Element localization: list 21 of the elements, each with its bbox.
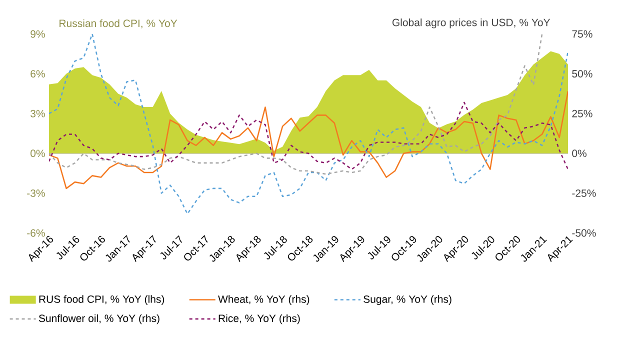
y2-axis-title: Global agro prices in USD, % YoY bbox=[392, 18, 550, 28]
y-tick-label: 6% bbox=[30, 70, 45, 78]
y-axis-title: Russian food CPI, % YoY bbox=[60, 19, 178, 28]
y2-tick-label: 25% bbox=[572, 110, 592, 118]
legend-label: Sunflower oil, % YoY (rhs) bbox=[38, 314, 160, 324]
y2-tick-label: 75% bbox=[572, 30, 592, 38]
y2-tick-label: -25% bbox=[572, 189, 596, 197]
y2-tick-label: 50% bbox=[572, 70, 592, 78]
y-tick-label: -6% bbox=[27, 229, 45, 237]
y2-tick-label: -50% bbox=[572, 229, 596, 237]
legend-label: Sugar, % YoY (rhs) bbox=[364, 295, 452, 305]
legend-label: RUS food CPI, % YoY (lhs) bbox=[39, 295, 164, 305]
line-series bbox=[49, 90, 568, 190]
line-series bbox=[49, 34, 568, 215]
y-tick-label: 9% bbox=[30, 30, 45, 38]
legend-label: Rice, % YoY (rhs) bbox=[218, 314, 300, 324]
y-tick-label: -3% bbox=[27, 189, 45, 197]
y-tick-label: 0% bbox=[30, 150, 45, 158]
y-tick-label: 3% bbox=[30, 110, 45, 118]
y2-tick-label: 0% bbox=[572, 150, 587, 158]
legend-label: Wheat, % YoY (rhs) bbox=[218, 295, 310, 305]
